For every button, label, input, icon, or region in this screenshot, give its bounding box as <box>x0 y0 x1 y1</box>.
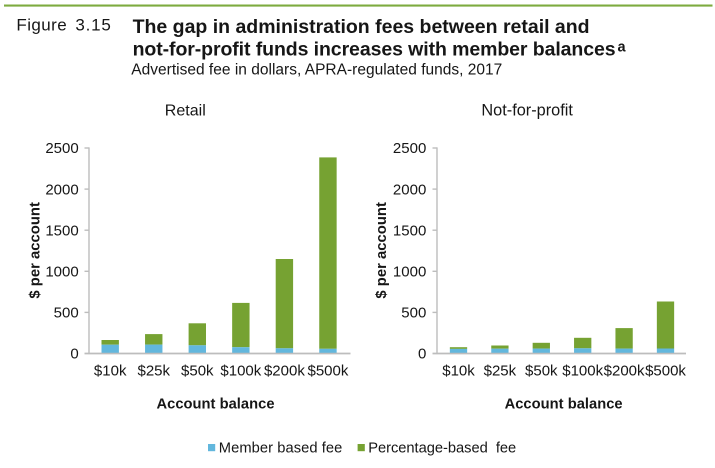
svg-text:Not-for-profit: Not-for-profit <box>481 101 573 119</box>
svg-text:2000: 2000 <box>45 181 78 198</box>
svg-text:Account balance: Account balance <box>505 397 623 413</box>
svg-text:$10k: $10k <box>442 362 475 379</box>
svg-text:Retail: Retail <box>165 102 206 119</box>
svg-text:$ per account: $ per account <box>374 202 390 299</box>
svg-text:$25k: $25k <box>484 362 517 379</box>
svg-text:$25k: $25k <box>137 362 170 379</box>
svg-text:Figure: Figure <box>16 16 66 35</box>
svg-text:a: a <box>618 40 627 56</box>
svg-text:1000: 1000 <box>45 264 78 281</box>
svg-text:$200k: $200k <box>264 362 305 379</box>
svg-text:$500k: $500k <box>308 362 349 379</box>
svg-text:Account balance: Account balance <box>157 397 275 413</box>
svg-text:not-for-profit funds increases: not-for-profit funds increases with memb… <box>133 39 616 61</box>
svg-text:Member based fee: Member based fee <box>219 441 342 457</box>
svg-text:500: 500 <box>54 305 79 322</box>
svg-text:0: 0 <box>70 346 78 363</box>
svg-text:1500: 1500 <box>393 222 426 239</box>
svg-text:2000: 2000 <box>393 181 426 198</box>
svg-text:The gap in administration fees: The gap in administration fees between r… <box>133 16 590 38</box>
svg-text:2500: 2500 <box>393 140 426 157</box>
svg-text:2500: 2500 <box>45 140 78 157</box>
svg-text:$ per account: $ per account <box>28 202 44 299</box>
svg-text:500: 500 <box>401 305 426 322</box>
svg-text:$50k: $50k <box>525 362 558 379</box>
svg-text:$500k: $500k <box>645 362 686 379</box>
svg-text:3.15: 3.15 <box>75 16 110 35</box>
svg-text:$50k: $50k <box>181 362 214 379</box>
svg-text:$100k: $100k <box>562 362 603 379</box>
svg-text:$200k: $200k <box>604 362 645 379</box>
svg-text:1500: 1500 <box>45 222 78 239</box>
svg-text:1000: 1000 <box>393 264 426 281</box>
svg-text:$100k: $100k <box>220 362 261 379</box>
svg-text:0: 0 <box>418 346 426 363</box>
svg-text:Advertised fee in dollars, APR: Advertised fee in dollars, APRA-regulate… <box>131 62 502 79</box>
svg-text:$10k: $10k <box>94 362 127 379</box>
svg-text:Percentage-based fee: Percentage-based fee <box>368 441 516 457</box>
